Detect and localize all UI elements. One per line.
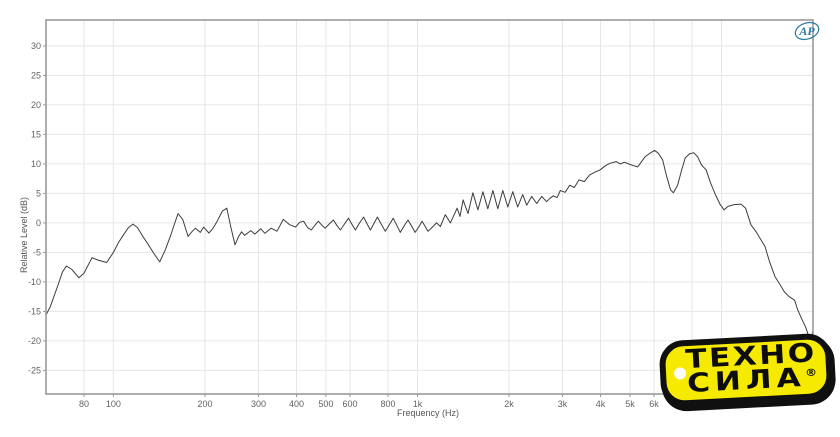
- x-tick-label: 100: [106, 399, 121, 409]
- y-tick-label: -5: [33, 247, 41, 257]
- x-tick-label: 200: [197, 399, 212, 409]
- y-tick-label: -15: [28, 306, 41, 316]
- brand-line2-word: СИЛА: [686, 362, 807, 400]
- x-tick-label: 1k: [413, 399, 423, 409]
- y-tick-label: 25: [31, 71, 41, 81]
- plot-frame: [45, 19, 814, 395]
- brand-line2: СИЛА®: [686, 362, 818, 400]
- y-tick-label: 20: [31, 100, 41, 110]
- registered-mark: ®: [805, 367, 818, 380]
- x-tick-label: 2k: [504, 399, 514, 409]
- x-tick-label: 4k: [596, 399, 606, 409]
- y-tick-label: 15: [31, 129, 41, 139]
- x-tick-label: 800: [380, 399, 395, 409]
- x-tick-label: 80: [79, 399, 89, 409]
- x-tick-label: 3k: [558, 399, 568, 409]
- audio-precision-logo-icon: AP: [794, 21, 820, 41]
- y-axis-title: Relative Level (dB): [19, 196, 29, 274]
- technosila-logo-text: ТЕХНО СИЛА®: [685, 338, 819, 400]
- x-tick-label: 6k: [649, 399, 659, 409]
- x-axis-title: Frequency (Hz): [396, 408, 460, 418]
- y-tick-label: 30: [31, 41, 41, 51]
- y-tick-label: 0: [36, 218, 41, 228]
- technosila-logo: ТЕХНО СИЛА®: [658, 332, 834, 408]
- y-tick-label: -10: [28, 277, 41, 287]
- y-tick-label: -25: [28, 365, 41, 375]
- y-tick-label: 10: [31, 159, 41, 169]
- response-curve: [45, 149, 814, 339]
- logo-hole-icon: [673, 367, 687, 380]
- x-tick-label: 5k: [625, 399, 635, 409]
- y-tick-label: -20: [28, 336, 41, 346]
- x-tick-label: 500: [318, 399, 333, 409]
- y-tick-label: 5: [36, 188, 41, 198]
- x-tick-label: 300: [251, 399, 266, 409]
- ap-logo-text: AP: [798, 24, 815, 38]
- x-tick-label: 400: [289, 399, 304, 409]
- x-tick-label: 600: [342, 399, 357, 409]
